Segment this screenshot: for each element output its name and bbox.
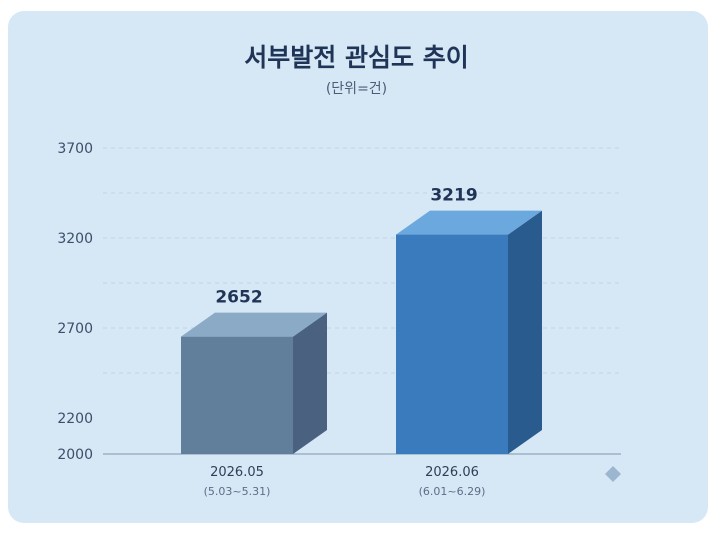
bar-side [293, 312, 327, 454]
bar-top [181, 312, 327, 337]
bar-top [396, 210, 542, 235]
x-category-sublabel: (5.03~5.31) [204, 485, 271, 498]
chart-card [8, 11, 708, 523]
bar [396, 234, 508, 454]
x-axis-labels: 2026.05 (5.03~5.31) 2026.06 (6.01~6.29) [204, 465, 486, 498]
x-category-sublabel: (6.01~6.29) [419, 485, 486, 498]
gridlines [103, 147, 621, 455]
bar-value-label: 2652 [215, 288, 262, 308]
diamond-icon [605, 466, 621, 482]
y-tick-label: 2000 [57, 447, 93, 463]
x-category-label: 2026.05 [210, 465, 264, 480]
bar [181, 336, 293, 454]
bar-side [508, 210, 542, 454]
y-axis-ticks: 3700 3200 2700 2200 2000 [57, 141, 93, 463]
y-tick-label: 2200 [57, 411, 93, 427]
chart-title: 서부발전 관심도 추이 [244, 43, 469, 72]
chart-subtitle: (단위=건) [325, 81, 388, 97]
bar-value-label: 3219 [430, 186, 477, 206]
y-tick-label: 3700 [57, 141, 93, 157]
x-category-label: 2026.06 [425, 465, 479, 480]
bars: 2652 3219 [181, 186, 542, 454]
y-tick-label: 2700 [57, 321, 93, 337]
y-tick-label: 3200 [57, 231, 93, 247]
